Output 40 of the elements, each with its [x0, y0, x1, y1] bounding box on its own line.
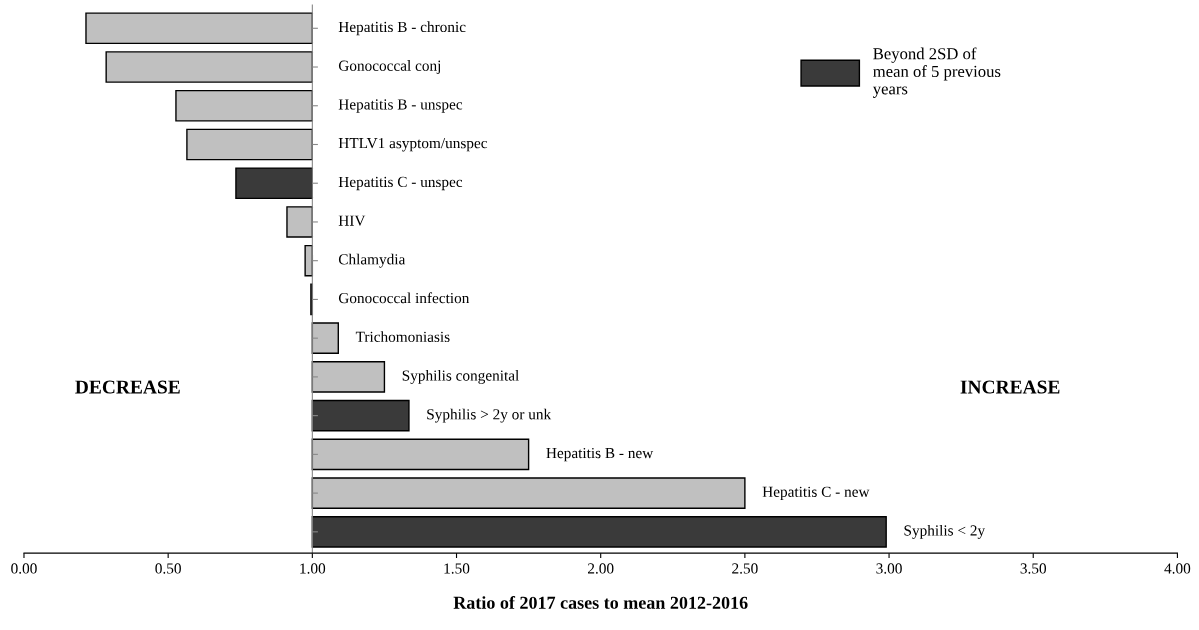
y-tick-label: Hepatitis B - chronic — [338, 21, 466, 36]
bar — [311, 361, 386, 393]
bar — [85, 12, 314, 45]
bar — [186, 128, 314, 161]
x-tick-label: 0.50 — [155, 563, 181, 574]
bar — [235, 167, 314, 200]
bar — [304, 244, 314, 277]
bar — [311, 322, 339, 354]
y-tick-label: Chlamydia — [338, 253, 406, 268]
y-tick-label: Gonococcal conj — [338, 60, 441, 74]
bar — [311, 399, 410, 432]
x-tick-label: 4.00 — [1164, 563, 1191, 574]
y-tick-label: Hepatitis B - unspec — [338, 99, 463, 113]
annotation: INCREASE — [960, 380, 1060, 394]
y-tick-label: Hepatitis B - new — [546, 447, 654, 462]
bar — [311, 516, 887, 548]
y-tick-label: Hepatitis C - unspec — [338, 176, 463, 191]
x-tick-label: 2.00 — [588, 563, 614, 574]
y-tick-label: Trichomoniasis — [355, 331, 450, 342]
annotation: DECREASE — [75, 380, 180, 394]
y-tick-label: HIV — [338, 215, 366, 226]
x-axis-title: Ratio of 2017 cases to mean 2012-2016 — [453, 595, 748, 609]
y-tick-label: HTLV1 asyptom/unspec — [338, 138, 488, 152]
x-tick-label: 1.50 — [444, 563, 470, 574]
x-tick-label: 1.00 — [300, 563, 326, 574]
x-tick-label: 3.00 — [876, 563, 902, 574]
y-tick-label: Syphilis congenital — [402, 369, 519, 384]
x-tick-label: 0.00 — [11, 563, 37, 574]
y-tick-label: Hepatitis C - new — [762, 486, 870, 501]
x-tick-label: 2.50 — [732, 563, 758, 574]
legend-label: Beyond 2SD of mean of 5 previous years — [872, 47, 1001, 98]
bar — [311, 477, 746, 509]
y-tick-label: Syphilis < 2y — [904, 524, 986, 539]
bar — [286, 206, 314, 238]
bar — [311, 438, 530, 471]
x-tick-label: 3.50 — [1020, 563, 1047, 574]
y-tick-label: Gonococcal infection — [338, 292, 470, 304]
bar — [175, 89, 314, 122]
bar — [105, 51, 314, 83]
y-tick-label: Syphilis > 2y or unk — [427, 408, 552, 423]
